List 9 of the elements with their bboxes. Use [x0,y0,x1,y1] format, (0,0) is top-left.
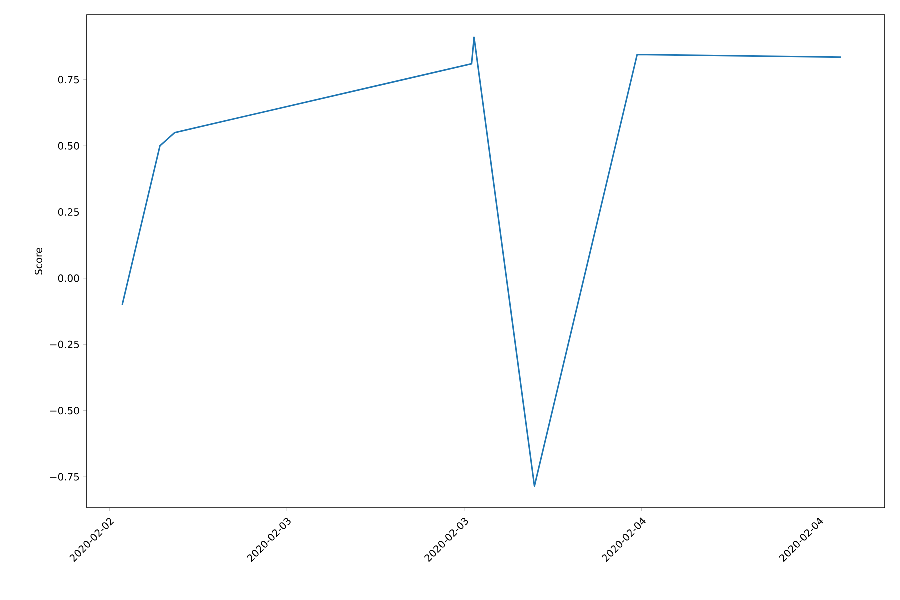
y-tick-label: 0.25 [58,208,80,216]
y-tick-label: 0.50 [58,142,80,150]
y-axis-title: Score [34,248,42,275]
line-series [122,36,842,488]
y-tick-label: −0.50 [50,407,80,415]
y-tick-label: −0.25 [50,340,80,348]
y-tick-label: −0.75 [50,473,80,481]
y-tick-label: 0.75 [58,76,80,84]
y-tick-label: 0.00 [58,274,80,282]
